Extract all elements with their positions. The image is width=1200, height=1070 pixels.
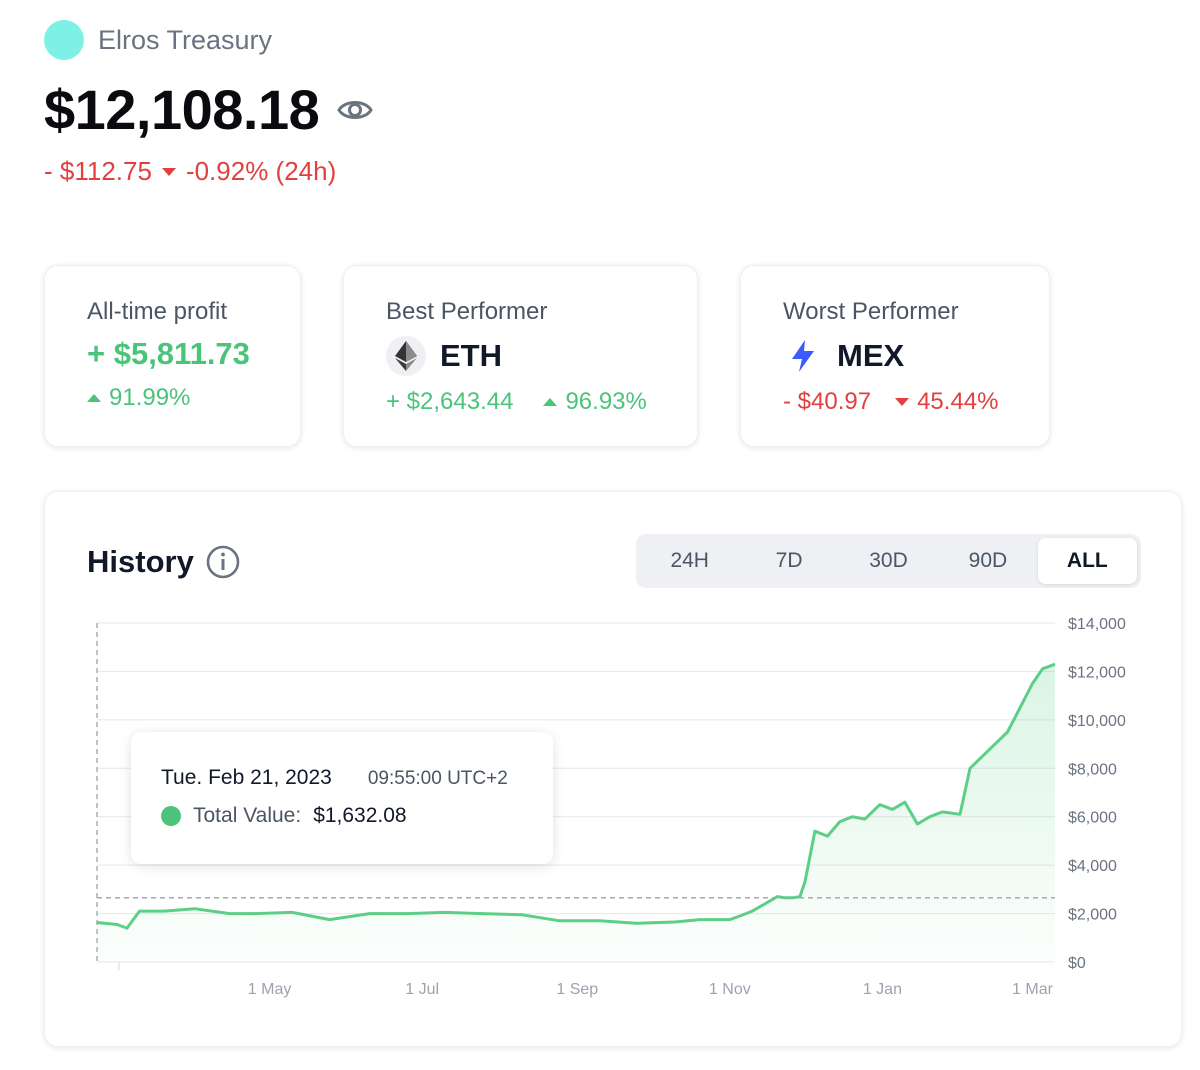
wallet-avatar — [44, 20, 84, 60]
wallet-header: Elros Treasury $12,108.18 - $112.75 -0.9… — [44, 20, 374, 187]
balance-change: - $112.75 -0.92% (24h) — [44, 156, 373, 187]
y-tick-label: $4,000 — [1068, 858, 1117, 875]
chart-area — [97, 664, 1055, 962]
x-tick-label: 1 Jul — [405, 981, 439, 998]
eye-icon[interactable] — [337, 92, 374, 128]
caret-up-icon — [87, 394, 101, 402]
range-90d-button[interactable]: 90D — [968, 549, 1008, 572]
history-title: History — [87, 544, 194, 579]
x-tick-label: 1 May — [248, 981, 292, 998]
best-performer-card[interactable]: Best Performer ETH + $2,643.44 96.93% — [343, 265, 698, 447]
worst-title: Worst Performer — [783, 298, 959, 325]
tooltip-time: 09:55:00 UTC+2 — [367, 768, 508, 789]
ethereum-icon — [386, 336, 426, 376]
x-tick-label: 1 Jan — [863, 981, 902, 998]
change-percent: -0.92% (24h) — [185, 156, 337, 186]
profit-title: All-time profit — [87, 298, 228, 325]
tooltip-label: Total Value: — [193, 804, 302, 827]
tooltip-date: Tue. Feb 21, 2023 — [161, 766, 332, 789]
info-icon[interactable] — [206, 545, 240, 579]
y-tick-label: $6,000 — [1068, 810, 1117, 827]
range-7d-button[interactable]: 7D — [775, 549, 803, 572]
total-balance: $12,108.18 — [44, 78, 320, 141]
x-tick-label: 1 Nov — [709, 981, 751, 998]
y-tick-label: $12,000 — [1068, 664, 1126, 681]
chart-tooltip: Tue. Feb 21, 2023 09:55:00 UTC+2 Total V… — [131, 732, 553, 864]
y-tick-label: $14,000 — [1068, 616, 1126, 633]
best-asset: ETH — [440, 338, 502, 373]
history-chart[interactable]: $0 $2,000 $4,000 $6,000 $8,000 $10,000 $12,000… — [45, 492, 1183, 1048]
chart-line — [96, 662, 1056, 930]
caret-up-icon — [543, 398, 558, 406]
profit-percent: 91.99% — [109, 384, 191, 411]
range-24h-button[interactable]: 24H — [670, 549, 709, 572]
worst-performer-card[interactable]: Worst Performer MEX - $40.97 45.44% — [740, 265, 1050, 447]
y-tick-label: $0 — [1068, 955, 1086, 972]
series-dot-icon — [161, 806, 181, 826]
best-amount: + $2,643.44 — [386, 388, 514, 415]
y-tick-label: $2,000 — [1068, 907, 1117, 924]
tooltip-value: $1,632.08 — [313, 804, 407, 827]
x-tick-label: 1 Sep — [556, 981, 598, 998]
y-tick-label: $8,000 — [1068, 761, 1117, 778]
caret-down-icon — [161, 167, 176, 176]
profit-value: + $5,811.73 — [87, 336, 250, 371]
worst-percent: 45.44% — [917, 388, 999, 415]
history-title-row: History — [87, 544, 240, 580]
wallet-name: Elros Treasury — [98, 24, 273, 55]
worst-asset: MEX — [837, 338, 905, 373]
change-amount: - $112.75 — [44, 156, 152, 186]
history-card: History 24H 7D 30D 90D ALL $0 $2,000 $4,00… — [44, 491, 1182, 1047]
y-tick-label: $10,000 — [1068, 713, 1126, 730]
range-selector: 24H 7D 30D 90D ALL — [636, 534, 1141, 588]
x-tick-label: 1 Mar — [1012, 981, 1054, 998]
caret-down-icon — [895, 398, 910, 406]
best-title: Best Performer — [386, 298, 548, 325]
all-time-profit-card: All-time profit + $5,811.73 91.99% — [44, 265, 301, 447]
range-all-button[interactable]: ALL — [1037, 538, 1138, 584]
lightning-icon — [783, 336, 823, 376]
best-percent: 96.93% — [565, 388, 647, 415]
worst-amount: - $40.97 — [783, 388, 872, 415]
range-30d-button[interactable]: 30D — [869, 549, 908, 572]
